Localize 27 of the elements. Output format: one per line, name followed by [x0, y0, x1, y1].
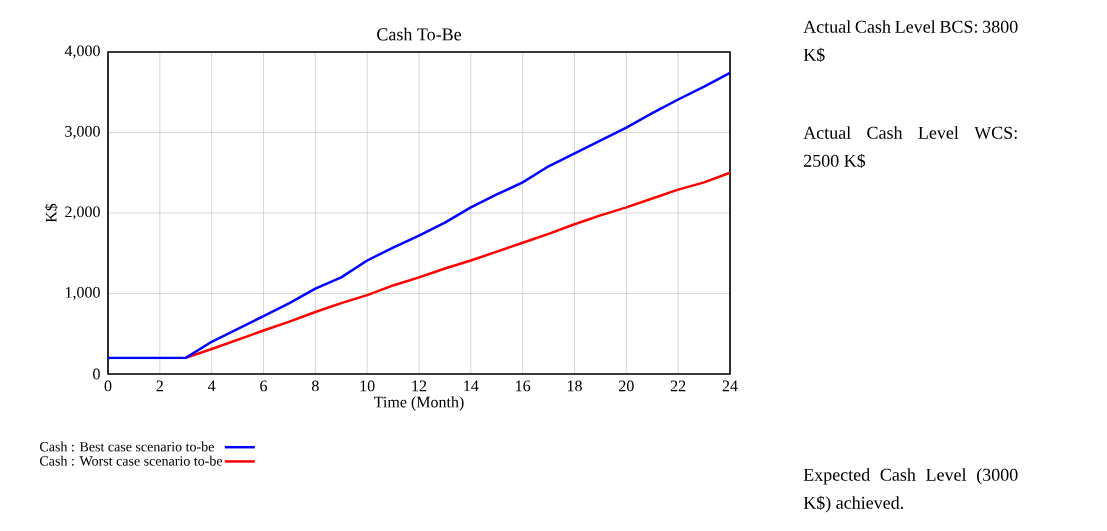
legend-label: Cash : Best case scenario to-be — [40, 441, 214, 452]
x-tick-label: 22 — [670, 380, 686, 392]
x-tick-label: 14 — [464, 380, 479, 392]
chart-title: Cash To-Be — [377, 27, 462, 41]
x-tick-label: 16 — [516, 380, 531, 392]
y-tick-label: 3,000 — [65, 125, 100, 140]
line-series — [184, 171, 731, 360]
x-tick-label: 0 — [104, 380, 112, 392]
y-tick-label: 4,000 — [64, 45, 100, 59]
y-tick-label: 0 — [93, 368, 100, 380]
text: Actual Cash Level BCS: 3800 K$ — [803, 20, 1018, 63]
y-tick-label: 1,000 — [65, 286, 100, 301]
x-tick-label: 20 — [619, 380, 634, 392]
x-tick-label: 8 — [311, 380, 319, 392]
x-tick-label: 24 — [722, 380, 738, 392]
y-tick-label: 2,000 — [65, 206, 100, 220]
x-axis-title: Time (Month) — [374, 396, 464, 411]
x-tick-label: 4 — [207, 380, 216, 392]
x-tick-label: 10 — [360, 380, 375, 392]
text: Actual Cash Level WCS: 2500 K$ — [803, 126, 1017, 169]
x-tick-label: 12 — [412, 380, 427, 392]
x-tick-label: 18 — [567, 380, 582, 392]
legend-label: Cash : Worst case scenario to-be — [40, 455, 223, 466]
text: Expected Cash Level (3000 K$) achieved. — [803, 468, 1018, 513]
x-tick-label: 2 — [156, 380, 163, 392]
x-tick-label: 6 — [260, 380, 268, 392]
y-axis-title: K$ — [44, 203, 58, 223]
